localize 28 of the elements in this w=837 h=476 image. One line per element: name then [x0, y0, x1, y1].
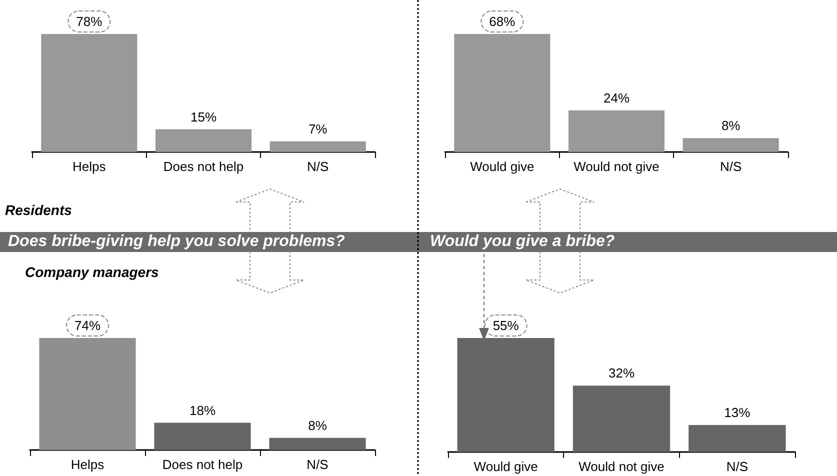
data-label: 74%	[74, 318, 101, 333]
x-tick-label: N/S	[306, 159, 329, 174]
data-label: 78%	[76, 14, 103, 29]
text: Company managers	[25, 264, 159, 280]
data-label: 15%	[190, 109, 217, 124]
data-label: 32%	[608, 366, 635, 381]
text: Would you give a bribe?	[430, 232, 615, 252]
data-label: 24%	[603, 90, 630, 106]
data-label: 68%	[489, 14, 516, 29]
x-tick-label: Does not help	[163, 159, 244, 174]
x-tick-label: Would not give	[574, 159, 660, 174]
x-tick-label: Would give	[474, 459, 538, 474]
data-label: 13%	[724, 405, 751, 420]
text: Does bribe-giving help you solve problems?	[8, 232, 345, 252]
data-label: 8%	[721, 118, 741, 134]
x-tick-label: Would not give	[578, 459, 664, 474]
x-tick-label: Would give	[470, 159, 534, 174]
x-tick-label: Helps	[70, 457, 105, 472]
x-tick-label: N/S	[720, 159, 742, 174]
data-label: 7%	[308, 121, 328, 136]
text: Residents	[5, 202, 72, 218]
data-label: 18%	[189, 402, 216, 418]
x-tick-label: N/S	[726, 459, 748, 474]
x-tick-label: Helps	[72, 159, 106, 174]
data-label: 55%	[492, 318, 520, 333]
x-tick-label: Does not help	[162, 457, 243, 472]
data-label: 8%	[308, 418, 328, 433]
x-tick-label: N/S	[306, 457, 329, 472]
